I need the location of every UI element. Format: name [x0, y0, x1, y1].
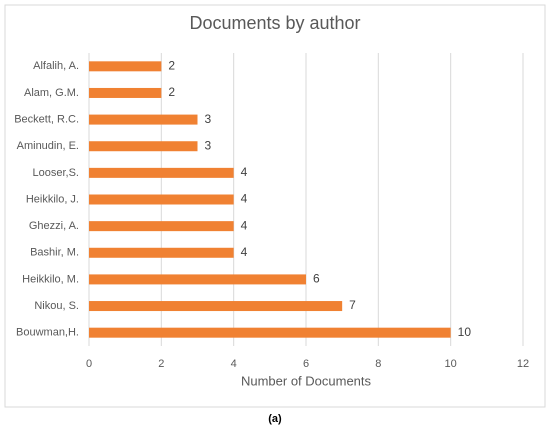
data-label: 4	[241, 245, 248, 259]
bar	[89, 61, 162, 72]
bar	[89, 274, 306, 285]
data-label: 7	[349, 298, 356, 312]
data-label: 2	[168, 85, 175, 99]
y-tick-label: Aminudin, E.	[17, 140, 79, 152]
bar	[89, 141, 198, 152]
data-label: 6	[313, 272, 320, 286]
x-tick-label: 0	[86, 358, 92, 370]
y-tick-label: Bouwman,H.	[16, 327, 79, 339]
y-tick-label: Alam, G.M.	[24, 87, 79, 99]
y-tick-label: Heikkilo, J.	[26, 193, 79, 205]
bar	[89, 301, 343, 312]
data-label: 10	[458, 325, 472, 339]
y-tick-label: Ghezzi, A.	[29, 220, 79, 232]
chart-border	[4, 4, 546, 408]
data-label: 4	[241, 192, 248, 206]
x-tick-label: 12	[517, 358, 529, 370]
y-tick-label: Alfalih, A.	[33, 60, 79, 72]
data-label: 3	[205, 112, 212, 126]
bar	[89, 167, 234, 178]
caption: (a)	[268, 413, 282, 425]
y-tick-label: Heikkilo, M.	[22, 273, 79, 285]
data-label: 4	[241, 165, 248, 179]
y-tick-label: Looser,S.	[33, 167, 79, 179]
bar	[89, 114, 198, 125]
bar	[89, 327, 451, 338]
chart-title: Documents by author	[189, 13, 360, 33]
x-tick-label: 4	[231, 358, 237, 370]
data-label: 3	[205, 138, 212, 152]
bar	[89, 247, 234, 258]
y-tick-label: Beckett, R.C.	[14, 113, 79, 125]
x-tick-label: 10	[445, 358, 457, 370]
bar	[89, 194, 234, 205]
bar	[89, 221, 234, 232]
y-tick-label: Nikou, S.	[34, 300, 79, 312]
x-tick-label: 2	[158, 358, 164, 370]
bar	[89, 87, 162, 98]
x-axis-label: Number of Documents	[241, 373, 372, 388]
data-label: 2	[168, 58, 175, 72]
data-label: 4	[241, 218, 248, 232]
x-tick-label: 6	[303, 358, 309, 370]
x-tick-label: 8	[375, 358, 381, 370]
y-tick-label: Bashir, M.	[30, 247, 79, 259]
